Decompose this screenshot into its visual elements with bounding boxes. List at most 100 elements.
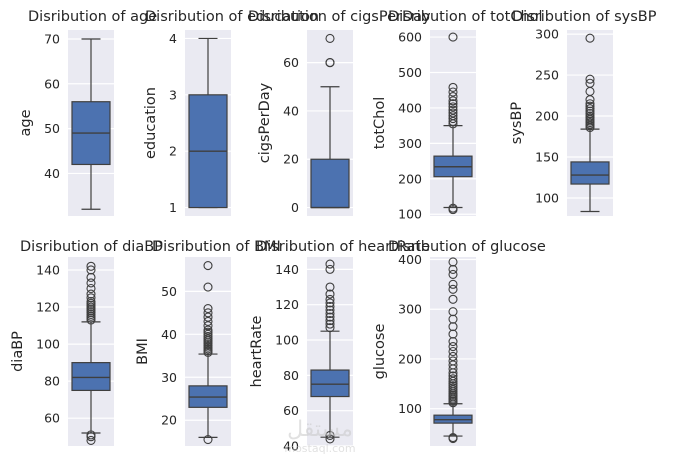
- outlier-point: [585, 101, 595, 111]
- outlier-point: [448, 351, 458, 362]
- outlier-point: [86, 435, 96, 445]
- subplot-grid: 40 50 60 70 Disribution of age age 1 2 3 4 Disribu…: [10, 9, 657, 454]
- y-tick-label: 100: [36, 337, 60, 352]
- outlier-point: [448, 341, 458, 352]
- outlier-point: [448, 307, 458, 317]
- outlier-point: [448, 99, 458, 109]
- chart-title: Disribution of age: [28, 9, 157, 25]
- outlier-point: [585, 33, 595, 43]
- y-tick-label: 100: [398, 207, 422, 222]
- y-tick-label: 200: [398, 351, 422, 366]
- y-tick-label: 20: [283, 152, 299, 167]
- outlier-point: [448, 346, 458, 357]
- y-tick-label: 50: [44, 121, 60, 136]
- chart-title: Disribution of diaBP: [20, 239, 163, 255]
- outlier-point: [325, 298, 335, 308]
- outlier-point: [448, 96, 458, 106]
- chart-title: Disribution of sysBP: [512, 9, 657, 25]
- y-axis-label: diaBP: [10, 331, 26, 372]
- chart-title: Disribution of totChol: [388, 9, 543, 25]
- y-tick-label: 600: [398, 30, 422, 45]
- outlier-point: [448, 279, 458, 289]
- iqr-box: [570, 161, 610, 185]
- chart-title: Disribution of heartRate: [256, 239, 430, 255]
- y-tick-label: 40: [283, 439, 299, 454]
- y-tick-label: 150: [535, 150, 559, 165]
- outlier-point: [86, 272, 96, 282]
- outlier-point: [86, 278, 96, 288]
- outlier-point: [203, 316, 213, 326]
- y-axis-label: glucose: [372, 324, 388, 380]
- y-axis-label: totChol: [372, 97, 388, 149]
- y-tick-label: 80: [44, 374, 60, 389]
- y-tick-label: 300: [535, 27, 559, 42]
- chart-title: Disribution of cigsPerDay: [248, 9, 431, 25]
- outlier-point: [203, 312, 213, 322]
- outlier-point: [325, 323, 335, 333]
- outlier-point: [203, 282, 213, 292]
- outlier-point: [325, 434, 335, 444]
- y-tick-label: 60: [44, 76, 60, 91]
- subplot-diaBP: 60 80 100 120 140 Disribution of diaBP diaBP: [10, 239, 163, 446]
- outlier-point: [448, 257, 458, 267]
- y-tick-label: 100: [275, 333, 299, 348]
- watermark: مستقل mostaql.com: [284, 417, 355, 455]
- y-tick-label: 120: [36, 300, 60, 315]
- subplot-sysBP: 100 150 200 250 300 Disribution of sysBP sysBP: [509, 9, 657, 216]
- outlier-point: [325, 301, 335, 312]
- outlier-point: [448, 82, 458, 92]
- outlier-point: [203, 261, 213, 271]
- y-tick-label: 400: [398, 100, 422, 115]
- y-axis-label: heartRate: [249, 315, 265, 387]
- outlier-point: [325, 430, 335, 440]
- y-axis-label: cigsPerDay: [257, 82, 273, 163]
- y-tick-label: 40: [44, 166, 60, 181]
- outlier-point: [448, 371, 458, 381]
- y-tick-label: 300: [398, 302, 422, 317]
- outlier-point: [203, 303, 213, 314]
- outlier-point: [448, 284, 458, 294]
- outlier-point: [325, 305, 335, 315]
- outlier-point: [325, 308, 335, 319]
- y-axis-label: sysBP: [509, 102, 525, 145]
- outlier-point: [325, 319, 335, 329]
- outlier-point: [325, 33, 335, 44]
- outlier-point: [325, 316, 335, 326]
- watermark-subtext: mostaql.com: [284, 442, 355, 455]
- y-tick-label: 60: [44, 411, 60, 426]
- outlier-point: [325, 264, 335, 274]
- y-tick-label: 2: [169, 144, 177, 159]
- outlier-point: [448, 356, 458, 366]
- outlier-point: [585, 109, 595, 119]
- outlier-point: [585, 104, 595, 114]
- outlier-point: [203, 321, 213, 331]
- outlier-point: [325, 294, 335, 304]
- outlier-point: [448, 108, 458, 118]
- outlier-point: [448, 374, 458, 384]
- outlier-point: [448, 32, 458, 42]
- y-axis-label: education: [143, 87, 159, 159]
- y-axis-label: BMI: [135, 338, 151, 365]
- y-tick-label: 120: [275, 297, 299, 312]
- chart-title: Disribution of education: [145, 9, 319, 25]
- outlier-point: [585, 106, 595, 116]
- iqr-box: [310, 369, 350, 398]
- chart-title: Disribution of BMI: [152, 239, 281, 255]
- outlier-point: [325, 289, 335, 299]
- y-axis-label: age: [18, 109, 34, 136]
- outlier-point: [585, 78, 595, 88]
- iqr-box: [71, 362, 111, 392]
- outlier-point: [585, 74, 595, 84]
- outlier-point: [448, 102, 458, 112]
- outlier-point: [585, 99, 595, 109]
- outlier-point: [448, 203, 458, 213]
- y-tick-label: 300: [398, 136, 422, 151]
- y-tick-label: 100: [398, 401, 422, 416]
- y-tick-label: 250: [535, 68, 559, 83]
- outlier-point: [448, 87, 458, 97]
- watermark-text: مستقل: [287, 417, 353, 442]
- subplot-age: 40 50 60 70 Disribution of age age: [18, 9, 157, 216]
- y-tick-label: 500: [398, 65, 422, 80]
